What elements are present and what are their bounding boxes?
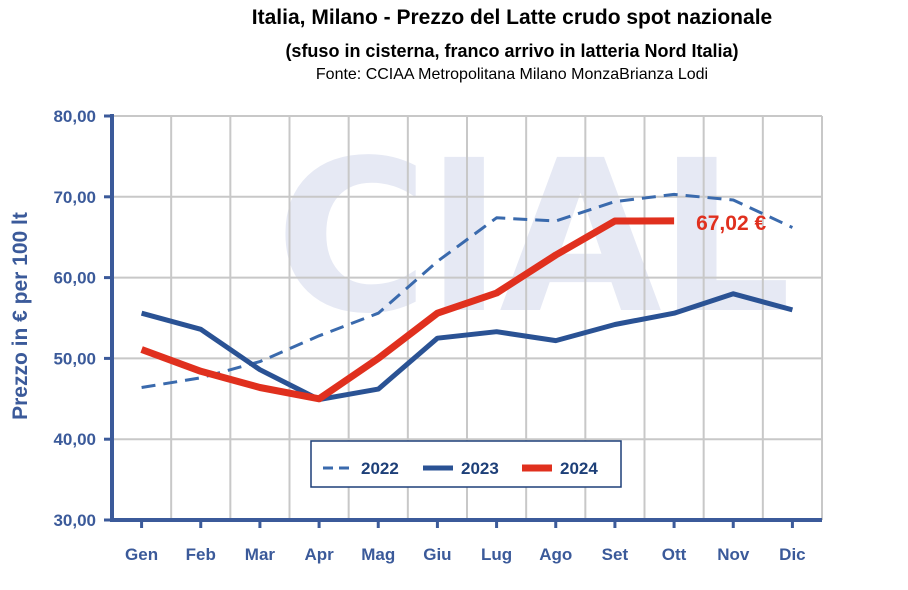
axes (104, 114, 822, 528)
legend-label-2023: 2023 (461, 459, 499, 478)
legend-label-2024: 2024 (560, 459, 598, 478)
x-tick-label: Ago (539, 545, 572, 564)
y-tick-label: 60,00 (53, 269, 96, 288)
x-tick-label: Nov (717, 545, 750, 564)
series-line-2023 (140, 291, 794, 403)
y-tick-label: 70,00 (53, 188, 96, 207)
series-lines (140, 192, 794, 403)
y-axis-label: Prezzo in € per 100 lt (9, 212, 32, 420)
x-tick-label: Mag (361, 545, 395, 564)
x-tick-label: Giu (423, 545, 451, 564)
y-tick-label: 30,00 (53, 511, 96, 530)
tick-labels: 30,00 40,00 50,00 60,00 70,00 80,00 Gen Feb Mar A… (9, 107, 806, 564)
chart-subtitle: (sfuso in cisterna, franco arrivo in lat… (285, 41, 739, 61)
series-line-2024 (140, 217, 675, 403)
x-tick-label: Lug (481, 545, 512, 564)
x-tick-label: Mar (245, 545, 276, 564)
chart-title: Italia, Milano - Prezzo del Latte crudo … (251, 6, 773, 29)
x-tick-label: Set (602, 545, 629, 564)
legend: 2022 2023 2024 (310, 440, 622, 488)
x-tick-label: Gen (125, 545, 158, 564)
x-tick-label: Apr (304, 545, 334, 564)
y-tick-label: 80,00 (53, 107, 96, 126)
x-tick-label: Ott (662, 545, 687, 564)
x-tick-label: Dic (779, 545, 805, 564)
value-annotation: 67,02 € (696, 212, 766, 235)
y-tick-label: 40,00 (53, 430, 96, 449)
y-tick-label: 50,00 (53, 349, 96, 368)
legend-box (310, 440, 622, 488)
chart-source: Fonte: CCIAA Metropolitana Milano MonzaB… (315, 66, 709, 83)
annotations: 67,02 € (696, 212, 766, 235)
x-tick-label: Feb (186, 545, 216, 564)
legend-label-2022: 2022 (361, 459, 399, 478)
